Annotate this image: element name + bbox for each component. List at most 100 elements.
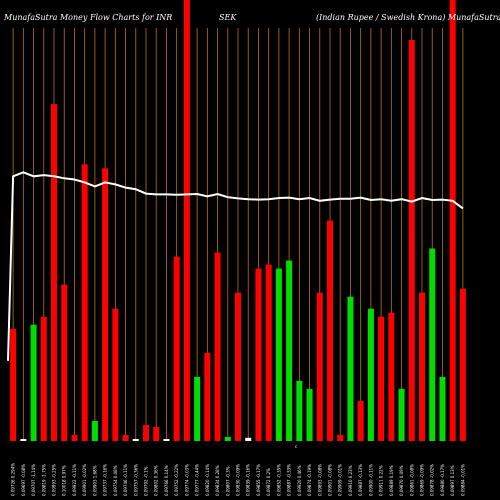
bar xyxy=(235,292,241,441)
bar xyxy=(459,288,466,441)
x-tick-label: 0.09819 -1.75% xyxy=(41,464,46,496)
x-tick-label: 0.09887 -0.33% xyxy=(287,464,292,496)
bar xyxy=(275,268,282,441)
bar xyxy=(153,426,160,441)
bar xyxy=(40,316,47,441)
x-tick-label: 0.09752 -0.22% xyxy=(174,464,179,496)
bar-highlight xyxy=(449,0,456,441)
x-tick-label: 0.09878 -0.02% xyxy=(430,464,435,496)
bar xyxy=(112,308,119,441)
x-tick-label: 0.09861 -0.08% xyxy=(409,464,414,496)
x-tick-label: 0.09869 -0.09% xyxy=(420,464,425,496)
x-tick-label: 0.09830 -0.09% xyxy=(236,464,241,496)
x-tick-label: 0.10018 0.97% xyxy=(62,465,67,496)
bar xyxy=(327,220,333,441)
x-tick-label: 0.09993 -0.25% xyxy=(52,464,57,496)
header-right: (Indian Rupee / Swedish Krona) MunafaSut… xyxy=(316,13,500,22)
x-tick-label: 0.09746 -0.11% xyxy=(123,464,128,496)
bar xyxy=(347,296,354,441)
x-tick-label: 0.09839 -0.16% xyxy=(246,464,251,496)
x-tick-label: 0.09855 -0.17% xyxy=(256,464,261,496)
x-tick-label: 0.09887 -0.13% xyxy=(358,464,363,496)
x-tick-label: 0.09820 -0.14% xyxy=(205,464,210,496)
bar xyxy=(255,268,262,441)
x-tick-label: 0.09901 -0.02% xyxy=(82,464,87,496)
bar xyxy=(245,437,252,441)
x-tick-label: 0.09737 -0.16% xyxy=(103,464,108,496)
x-tick-label: 0.09911 0.22% xyxy=(379,465,384,496)
x-tick-label: 0.09872 0.2% xyxy=(266,468,271,496)
bar xyxy=(265,264,272,441)
money-flow-line xyxy=(7,171,464,361)
x-tick-label: 0.09901 -0.08% xyxy=(328,464,333,496)
x-tick-label: 0.09909 -0.01% xyxy=(338,464,343,496)
bar xyxy=(10,328,17,441)
header-symbol: SEK xyxy=(219,13,237,22)
x-tick-label: 0.09880 -0.17% xyxy=(440,464,445,496)
bar xyxy=(388,312,395,441)
x-tick-label: 0.09754 0.08% xyxy=(113,465,118,496)
bar xyxy=(378,316,385,441)
tick-label-layer: 0.09726 0.294% 0.09697 -0.08% 0.09707 -1.1… xyxy=(11,463,466,496)
marker-label: c xyxy=(295,444,297,449)
bar xyxy=(419,292,425,441)
bar xyxy=(91,420,98,441)
x-tick-label: 0.09922 -0.11% xyxy=(72,464,77,496)
bar-layer xyxy=(10,0,466,441)
bar xyxy=(439,376,446,441)
bar xyxy=(51,104,57,441)
x-tick-label: 0.09802 0.36% xyxy=(154,465,159,496)
bar xyxy=(286,260,293,441)
x-tick-label: 0.09834 0.28% xyxy=(215,465,220,496)
x-tick-label: 0.09707 -1.14% xyxy=(31,464,36,496)
bar xyxy=(71,434,78,441)
x-tick-label: 0.09697 -0.08% xyxy=(21,464,26,496)
bar xyxy=(61,284,68,441)
bar xyxy=(163,438,170,441)
bar xyxy=(224,436,231,441)
bar xyxy=(408,40,415,441)
bar xyxy=(204,352,211,441)
x-tick-label: 0.09884 -0.01% xyxy=(460,464,465,496)
bar xyxy=(296,380,303,441)
x-tick-label: 0.09774 -0.03% xyxy=(184,464,189,496)
x-tick-label: 0.09897 0.13% xyxy=(450,465,455,496)
bar xyxy=(429,248,436,441)
bar xyxy=(194,376,201,441)
bar xyxy=(306,388,313,441)
bar xyxy=(214,252,221,441)
bar xyxy=(132,438,139,441)
bar-highlight xyxy=(183,0,190,441)
bar xyxy=(102,168,109,441)
x-tick-label: 0.09920 0.46% xyxy=(297,465,302,496)
x-tick-label: 0.09910 0.23% xyxy=(348,465,353,496)
bar xyxy=(173,256,180,441)
bar xyxy=(367,308,374,441)
x-tick-label: 0.09777 -0.44% xyxy=(195,464,200,496)
x-tick-label: 0.09757 -0.36% xyxy=(133,464,138,496)
x-tick-label: 0.09889 0.19% xyxy=(389,465,394,496)
bar xyxy=(316,292,323,441)
x-tick-label: 0.09893 -0.08% xyxy=(317,464,322,496)
x-tick-label: 0.09870 0.09% xyxy=(399,465,404,496)
bar xyxy=(398,388,405,441)
x-tick-label: 0.09766 0.14% xyxy=(164,465,169,496)
x-tick-label: 0.09900 -0.11% xyxy=(368,464,373,496)
bar xyxy=(81,164,88,441)
bar xyxy=(143,424,149,441)
header-left: MunafaSutra Money Flow Charts for INR xyxy=(3,13,172,22)
x-tick-label: 0.09903 1.68% xyxy=(92,465,97,496)
bar xyxy=(30,324,37,441)
x-tick-label: 0.09874 -0.19% xyxy=(307,464,312,496)
bar xyxy=(122,434,129,441)
bar xyxy=(337,434,344,441)
bar xyxy=(357,400,364,441)
x-tick-label: 0.09792 -0.1% xyxy=(144,466,149,496)
line-layer xyxy=(7,171,464,361)
x-tick-label: 0.09852 -0.35% xyxy=(276,464,281,496)
bar xyxy=(20,438,27,441)
x-tick-label: 0.09726 0.294% xyxy=(11,463,16,496)
x-tick-label: 0.09807 -0.3% xyxy=(225,466,230,496)
